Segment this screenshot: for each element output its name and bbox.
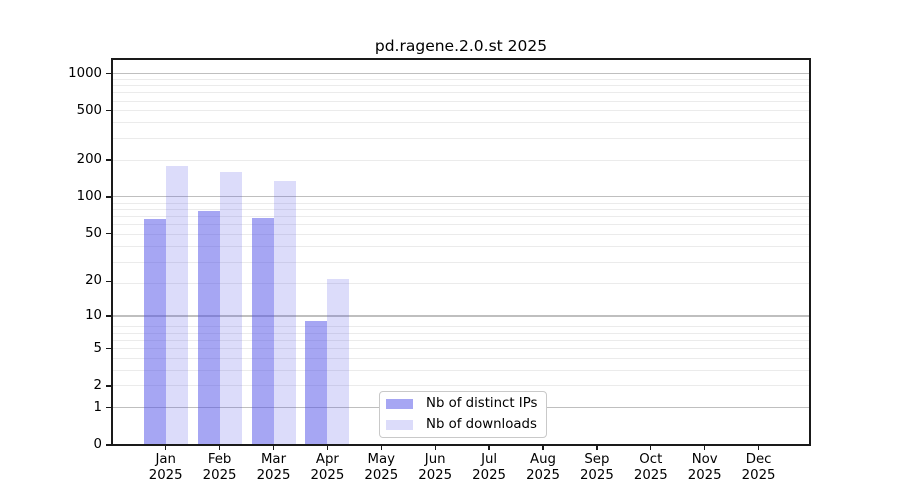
x-tick-label: Oct 2025 <box>633 452 668 483</box>
x-tick <box>596 445 598 450</box>
x-tick <box>380 445 382 450</box>
y-tick <box>106 315 112 317</box>
spine-left <box>111 58 113 446</box>
minor-gridline <box>112 208 810 210</box>
minor-gridline <box>112 348 810 350</box>
minor-gridline <box>112 159 810 161</box>
y-tick <box>106 72 112 75</box>
y-tick <box>106 385 112 387</box>
minor-gridline <box>112 202 810 204</box>
x-tick <box>704 445 706 450</box>
legend-label-downloads: Nb of downloads <box>426 417 537 432</box>
legend: Nb of distinct IPs Nb of downloads <box>379 391 547 438</box>
plot-area <box>112 59 810 445</box>
y-tick-label: 100 <box>76 188 102 204</box>
x-tick <box>326 445 329 450</box>
minor-gridline <box>112 85 810 87</box>
minor-gridline <box>112 224 810 226</box>
x-tick-label: Mar 2025 <box>256 452 291 483</box>
minor-gridline <box>112 339 810 341</box>
x-tick-label: Nov 2025 <box>687 452 722 483</box>
x-tick <box>757 445 760 450</box>
bar-distinct-ips-jan <box>143 218 166 445</box>
y-tick <box>106 407 112 409</box>
minor-gridline <box>112 137 810 139</box>
x-tick-label: May 2025 <box>364 452 399 483</box>
x-tick <box>218 445 221 450</box>
bar-distinct-ips-apr <box>305 321 328 445</box>
y-tick-label: 50 <box>85 225 102 241</box>
major-gridline <box>112 315 810 317</box>
legend-swatch-downloads <box>386 420 413 430</box>
bar-downloads-mar <box>273 181 296 445</box>
major-gridline <box>112 72 810 75</box>
x-tick-label: Jan 2025 <box>148 452 183 483</box>
x-tick <box>434 445 436 450</box>
minor-gridline <box>112 216 810 218</box>
minor-gridline <box>112 369 810 371</box>
x-tick <box>542 445 544 450</box>
spine-bottom <box>112 444 810 446</box>
y-tick-label: 1000 <box>68 65 102 81</box>
y-tick <box>106 347 112 350</box>
minor-gridline <box>112 110 810 112</box>
bar-downloads-feb <box>219 172 242 445</box>
y-tick <box>106 110 112 112</box>
y-tick <box>106 280 112 282</box>
y-tick-label: 500 <box>76 102 102 118</box>
y-tick-label: 10 <box>85 308 102 324</box>
y-tick <box>106 159 112 161</box>
x-tick <box>650 445 652 450</box>
x-tick-label: Jun 2025 <box>418 452 453 483</box>
legend-label-distinct-ips: Nb of distinct IPs <box>426 396 538 411</box>
y-tick <box>106 444 112 446</box>
minor-gridline <box>112 78 810 80</box>
x-tick-label: Dec 2025 <box>741 452 776 483</box>
y-tick-label: 20 <box>85 273 102 289</box>
x-tick-label: Jul 2025 <box>472 452 507 483</box>
bar-downloads-jan <box>165 166 188 445</box>
legend-entry-downloads: Nb of downloads <box>386 417 546 434</box>
y-tick-label: 200 <box>76 151 102 167</box>
y-tick-label: 2 <box>93 377 102 393</box>
bar-distinct-ips-mar <box>251 218 274 445</box>
minor-gridline <box>112 234 810 236</box>
legend-entry-distinct-ips: Nb of distinct IPs <box>386 396 546 413</box>
y-tick-label: 5 <box>93 340 102 356</box>
major-gridline <box>112 196 810 198</box>
y-tick <box>106 196 112 198</box>
minor-gridline <box>112 357 810 359</box>
minor-gridline <box>112 261 810 263</box>
bar-distinct-ips-feb <box>197 211 220 445</box>
x-tick-label: Aug 2025 <box>526 452 560 483</box>
minor-gridline <box>112 385 810 387</box>
x-tick <box>488 445 490 450</box>
legend-swatch-distinct-ips <box>386 399 413 409</box>
minor-gridline <box>112 326 810 328</box>
y-tick <box>106 232 112 235</box>
minor-gridline <box>112 100 810 102</box>
chart-title: pd.ragene.2.0.st 2025 <box>374 37 548 55</box>
minor-gridline <box>112 332 810 334</box>
y-tick-label: 1 <box>93 399 102 415</box>
minor-gridline <box>112 92 810 94</box>
minor-gridline <box>112 283 810 285</box>
x-tick-label: Sep 2025 <box>579 452 614 483</box>
minor-gridline <box>112 246 810 248</box>
x-tick <box>165 445 167 450</box>
x-tick-label: Apr 2025 <box>310 452 345 483</box>
y-tick-label: 0 <box>93 437 102 452</box>
bar-downloads-apr <box>327 278 350 445</box>
x-tick <box>272 445 275 450</box>
x-tick-label: Feb 2025 <box>202 452 237 483</box>
minor-gridline <box>112 122 810 124</box>
spine-right <box>809 58 811 446</box>
spine-top <box>112 58 810 60</box>
